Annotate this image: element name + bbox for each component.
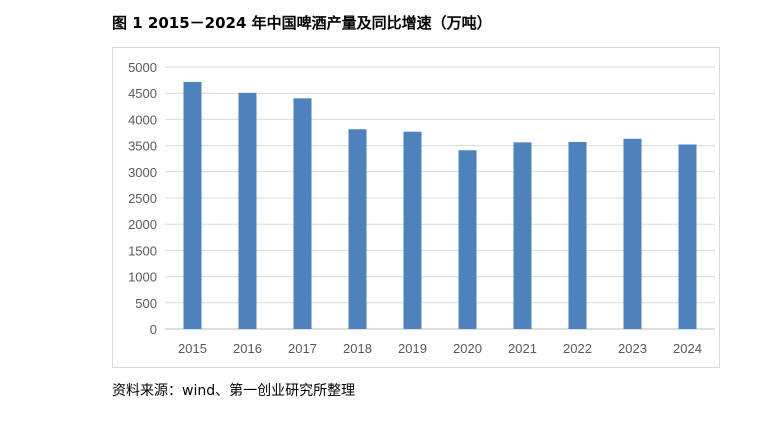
y-tick-label: 0 bbox=[150, 322, 157, 337]
y-tick-label: 5000 bbox=[128, 60, 157, 75]
x-tick-label: 2022 bbox=[563, 341, 592, 356]
bar bbox=[238, 92, 257, 330]
x-tick-label: 2020 bbox=[453, 341, 482, 356]
y-tick-label: 500 bbox=[135, 296, 157, 311]
x-tick-label: 2023 bbox=[618, 341, 647, 356]
y-tick-label: 2500 bbox=[128, 191, 157, 206]
bar bbox=[403, 131, 422, 329]
bar bbox=[623, 138, 642, 329]
source-note: 资料来源：wind、第一创业研究所整理 bbox=[112, 383, 356, 399]
bar bbox=[348, 129, 367, 329]
x-tick-label: 2016 bbox=[233, 341, 262, 356]
bar bbox=[678, 144, 697, 329]
bar bbox=[183, 81, 202, 330]
bar bbox=[513, 142, 532, 329]
x-tick-label: 2017 bbox=[288, 341, 317, 356]
x-tick-label: 2021 bbox=[508, 341, 537, 356]
x-tick-label: 2018 bbox=[343, 341, 372, 356]
chart-frame bbox=[112, 47, 720, 368]
y-tick-label: 1500 bbox=[128, 243, 157, 258]
x-tick-label: 2019 bbox=[398, 341, 427, 356]
bar bbox=[458, 150, 477, 329]
chart-title: 图 1 2015－2024 年中国啤酒产量及同比增速（万吨） bbox=[112, 14, 492, 32]
y-tick-label: 4500 bbox=[128, 86, 157, 101]
x-tick-label: 2024 bbox=[673, 341, 702, 356]
y-tick-label: 3000 bbox=[128, 165, 157, 180]
y-tick-label: 3500 bbox=[128, 139, 157, 154]
x-tick-label: 2015 bbox=[178, 341, 207, 356]
y-tick-label: 1000 bbox=[128, 270, 157, 285]
y-tick-label: 2000 bbox=[128, 217, 157, 232]
bar bbox=[568, 141, 587, 329]
y-tick-label: 4000 bbox=[128, 112, 157, 127]
bar bbox=[293, 98, 312, 329]
